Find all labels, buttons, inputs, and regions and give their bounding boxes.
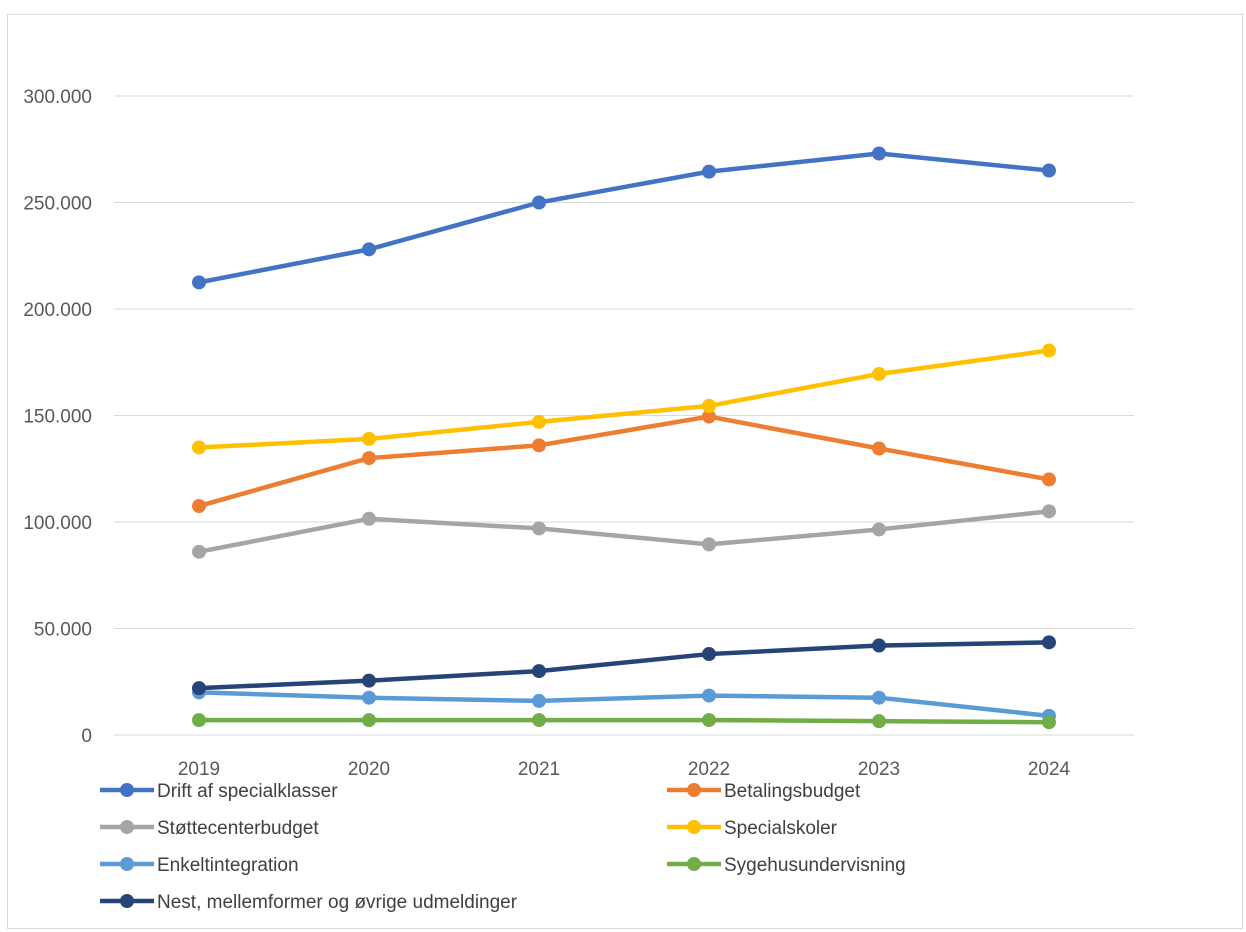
legend: Drift af specialklasser Betalingsbudget St… — [100, 781, 906, 913]
series-line — [196, 151, 1052, 285]
data-point — [702, 164, 716, 179]
data-point — [362, 690, 376, 705]
data-point — [192, 499, 206, 514]
data-point — [192, 275, 206, 290]
legend-swatch-marker — [687, 783, 701, 797]
y-tick-label: 250.000 — [23, 194, 92, 215]
data-point — [702, 647, 716, 662]
legend-item: Betalingsbudget — [667, 781, 861, 802]
series — [192, 635, 1056, 696]
x-tick-label: 2020 — [348, 759, 390, 780]
y-axis-tick-labels: 0 50.000 100.000 150.000 200.000 250.000 300.0… — [23, 87, 92, 747]
data-point — [532, 693, 546, 708]
data-point — [192, 440, 206, 455]
series — [192, 713, 1056, 730]
data-point — [872, 690, 886, 705]
data-point — [532, 713, 546, 728]
data-point — [192, 544, 206, 559]
data-point — [362, 511, 376, 526]
y-tick-label: 150.000 — [23, 407, 92, 428]
data-point — [362, 451, 376, 466]
legend-label: Specialskoler — [724, 818, 838, 839]
x-tick-label: 2023 — [858, 759, 900, 780]
legend-label: Sygehusundervisning — [724, 855, 906, 876]
legend-swatch-marker — [120, 783, 134, 797]
data-point — [532, 438, 546, 453]
legend-label: Drift af specialklasser — [157, 781, 338, 802]
data-point — [702, 688, 716, 703]
series — [192, 409, 1056, 514]
legend-label: Enkeltintegration — [157, 855, 299, 876]
data-point — [532, 414, 546, 429]
y-tick-label: 200.000 — [23, 300, 92, 321]
legend-label: Støttecenterbudget — [157, 818, 319, 839]
x-tick-label: 2021 — [518, 759, 560, 780]
series-line — [196, 717, 1052, 725]
data-point — [872, 638, 886, 653]
legend-item: Drift af specialklasser — [100, 781, 338, 802]
series-line — [196, 640, 1052, 691]
data-point — [872, 146, 886, 161]
data-point — [702, 713, 716, 728]
data-point — [1042, 472, 1056, 487]
data-point — [872, 441, 886, 456]
data-point — [362, 673, 376, 688]
data-point — [532, 521, 546, 536]
x-axis-tick-labels: 2019 2020 2021 2022 2023 2024 — [178, 759, 1071, 780]
series-line — [196, 690, 1052, 719]
data-point — [702, 537, 716, 552]
data-point — [1042, 343, 1056, 358]
data-point — [532, 195, 546, 210]
legend-item: Nest, mellemformer og øvrige udmeldinger — [100, 892, 518, 913]
data-point — [872, 522, 886, 537]
x-tick-label: 2024 — [1028, 759, 1071, 780]
legend-label: Nest, mellemformer og øvrige udmeldinger — [157, 892, 518, 913]
gridlines — [114, 95, 1134, 736]
legend-swatch-marker — [120, 857, 134, 871]
data-point — [702, 398, 716, 413]
data-point — [192, 713, 206, 728]
x-tick-label: 2022 — [688, 759, 730, 780]
series — [192, 343, 1056, 455]
series — [192, 504, 1056, 559]
data-point — [362, 242, 376, 257]
legend-item: Specialskoler — [667, 818, 838, 839]
data-point — [872, 366, 886, 381]
legend-swatch-marker — [120, 894, 134, 908]
data-point — [192, 681, 206, 696]
x-tick-label: 2019 — [178, 759, 220, 780]
data-point — [1042, 715, 1056, 730]
series-line — [196, 414, 1052, 509]
data-point — [1042, 163, 1056, 178]
data-point — [362, 713, 376, 728]
data-point — [702, 409, 716, 424]
data-point — [532, 664, 546, 679]
y-tick-label: 0 — [81, 726, 92, 747]
series — [192, 146, 1056, 290]
y-tick-label: 50.000 — [34, 620, 92, 641]
legend-swatch-marker — [687, 857, 701, 871]
y-tick-label: 100.000 — [23, 513, 92, 534]
chart-frame — [7, 14, 1243, 929]
series-line — [196, 509, 1052, 555]
legend-item: Enkeltintegration — [100, 855, 299, 876]
legend-swatch-marker — [687, 820, 701, 834]
data-point — [1042, 504, 1056, 519]
series-layer — [192, 146, 1056, 730]
legend-item: Støttecenterbudget — [100, 818, 319, 839]
legend-label: Betalingsbudget — [724, 781, 861, 802]
series — [192, 685, 1056, 723]
y-tick-label: 300.000 — [23, 87, 92, 108]
data-point — [1042, 635, 1056, 650]
legend-swatch-marker — [120, 820, 134, 834]
data-point — [362, 431, 376, 446]
series-line — [196, 348, 1052, 450]
data-point — [872, 714, 886, 729]
legend-item: Sygehusundervisning — [667, 855, 906, 876]
